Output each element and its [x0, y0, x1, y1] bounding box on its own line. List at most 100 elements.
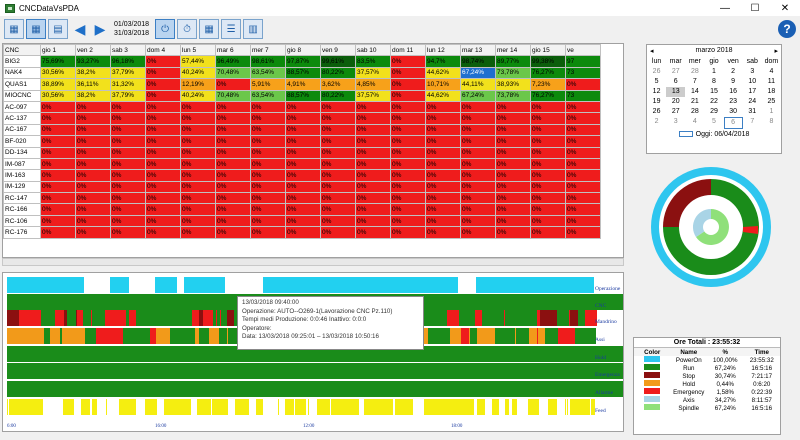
percent-cell[interactable]: 38,2%: [75, 89, 111, 102]
percent-cell[interactable]: 0%: [180, 123, 216, 137]
timeline-track[interactable]: [7, 381, 623, 397]
percent-cell[interactable]: 31,32%: [110, 78, 146, 91]
minimize-button[interactable]: —: [720, 2, 730, 14]
percent-cell[interactable]: 0%: [40, 112, 76, 125]
timeline-track[interactable]: [7, 363, 623, 379]
percent-cell[interactable]: 0%: [110, 123, 146, 137]
column-header[interactable]: dom 4: [145, 44, 181, 57]
percent-cell[interactable]: 0%: [565, 180, 601, 194]
percent-cell[interactable]: 0%: [250, 180, 286, 194]
percent-cell[interactable]: 0%: [495, 226, 531, 239]
percent-cell[interactable]: 0%: [215, 135, 251, 148]
percent-cell[interactable]: 0%: [75, 214, 111, 228]
table-row[interactable]: IM-087 0% 0% 0% 0% 0% 0% 0% 0% 0% 0% 0% 0% 0% 0% 0% 0%: [3, 157, 601, 171]
timeline-track[interactable]: [7, 346, 623, 362]
column-header[interactable]: mar 13: [460, 44, 496, 57]
percent-cell[interactable]: 0%: [320, 169, 356, 182]
percent-cell[interactable]: 0%: [110, 214, 146, 228]
percent-cell[interactable]: 0%: [250, 157, 286, 171]
column-header[interactable]: ven 9: [320, 44, 356, 57]
column-header[interactable]: CNC: [3, 44, 41, 57]
cal-day[interactable]: 4: [692, 118, 697, 125]
percent-cell[interactable]: 0%: [565, 100, 601, 114]
cal-day[interactable]: 5: [712, 118, 716, 125]
percent-cell[interactable]: 0%: [460, 112, 496, 125]
percent-cell[interactable]: 0%: [565, 169, 601, 182]
percent-cell[interactable]: 63,54%: [250, 89, 286, 102]
list-icon[interactable]: ☰: [221, 19, 242, 39]
percent-cell[interactable]: 0%: [320, 100, 356, 114]
table-row[interactable]: RC-106 0% 0% 0% 0% 0% 0% 0% 0% 0% 0% 0% 0% 0% 0% 0% 0%: [3, 214, 601, 228]
power-icon[interactable]: ⏻: [155, 19, 176, 39]
percent-cell[interactable]: 70,48%: [215, 66, 251, 80]
percent-cell[interactable]: 0%: [110, 226, 146, 239]
percent-cell[interactable]: 0%: [390, 135, 426, 148]
percent-cell[interactable]: 0%: [495, 203, 531, 216]
percent-cell[interactable]: 99,61%: [320, 55, 356, 68]
percent-cell[interactable]: 0%: [250, 192, 286, 205]
percent-cell[interactable]: 0%: [425, 203, 461, 216]
table-row[interactable]: AC-097 0% 0% 0% 0% 0% 0% 0% 0% 0% 0% 0% 0% 0% 0% 0% 0%: [3, 100, 601, 114]
percent-cell[interactable]: 0%: [355, 180, 391, 194]
percent-cell[interactable]: 0%: [425, 214, 461, 228]
next-arrow-icon[interactable]: ▶: [94, 20, 106, 37]
percent-cell[interactable]: 0%: [390, 100, 426, 114]
stopwatch-icon[interactable]: ⏱: [177, 19, 198, 39]
percent-cell[interactable]: 0%: [390, 214, 426, 228]
percent-cell[interactable]: 0%: [460, 203, 496, 216]
cal-day[interactable]: 20: [671, 98, 680, 105]
cal-day[interactable]: 21: [690, 98, 699, 105]
cal-day[interactable]: 9: [731, 78, 736, 85]
calendar-icon[interactable]: ▦: [199, 19, 220, 39]
cal-day[interactable]: 17: [748, 88, 757, 95]
percent-cell[interactable]: 0%: [215, 112, 251, 125]
percent-cell[interactable]: 0%: [40, 135, 76, 148]
percent-cell[interactable]: 0%: [145, 157, 181, 171]
percent-cell[interactable]: 37,57%: [355, 66, 391, 80]
cal-day[interactable]: 22: [710, 98, 718, 105]
percent-cell[interactable]: 0%: [495, 146, 531, 159]
column-header[interactable]: lun 5: [180, 44, 216, 57]
percent-cell[interactable]: 0%: [285, 146, 321, 159]
percent-cell[interactable]: 0%: [40, 203, 76, 216]
percent-cell[interactable]: 0%: [40, 192, 76, 205]
percent-cell[interactable]: 0%: [180, 214, 216, 228]
cal-day[interactable]: 26: [652, 108, 661, 115]
percent-cell[interactable]: 0%: [390, 180, 426, 194]
percent-cell[interactable]: 0%: [355, 123, 391, 137]
percent-cell[interactable]: 0%: [460, 135, 496, 148]
table-view-icon[interactable]: ▤: [48, 19, 68, 39]
table-row[interactable]: AC-137 0% 0% 0% 0% 0% 0% 0% 0% 0% 0% 0% 0% 0% 0% 0% 0%: [3, 112, 601, 125]
percent-cell[interactable]: 0%: [565, 78, 601, 91]
percent-cell[interactable]: 0%: [320, 226, 356, 239]
percent-cell[interactable]: 0%: [285, 203, 321, 216]
percent-cell[interactable]: 70,48%: [215, 89, 251, 102]
percent-cell[interactable]: 0%: [145, 112, 181, 125]
column-header[interactable]: gio 15: [530, 44, 566, 57]
table-row[interactable]: AC-167 0% 0% 0% 0% 0% 0% 0% 0% 0% 0% 0% 0% 0% 0% 0% 0%: [3, 123, 601, 137]
percent-cell[interactable]: 0%: [495, 112, 531, 125]
column-header[interactable]: gio 8: [285, 44, 321, 57]
percent-cell[interactable]: 0%: [250, 226, 286, 239]
percent-cell[interactable]: 0%: [250, 135, 286, 148]
percent-cell[interactable]: 0%: [320, 180, 356, 194]
column-header[interactable]: dom 11: [390, 44, 426, 57]
percent-cell[interactable]: 0%: [110, 112, 146, 125]
cal-day[interactable]: 18: [767, 88, 776, 95]
percent-cell[interactable]: 0%: [110, 146, 146, 159]
percent-cell[interactable]: 0%: [320, 203, 356, 216]
percent-cell[interactable]: 0%: [75, 169, 111, 182]
percent-cell[interactable]: 94,7%: [425, 55, 461, 68]
cal-day[interactable]: 6: [723, 117, 743, 129]
cal-day[interactable]: 13: [666, 87, 686, 97]
percent-cell[interactable]: 40,24%: [180, 89, 216, 102]
column-header[interactable]: mer 14: [495, 44, 531, 57]
percent-cell[interactable]: 98,61%: [250, 55, 286, 68]
percent-cell[interactable]: 0%: [215, 146, 251, 159]
column-header[interactable]: mar 6: [215, 44, 251, 57]
table-row[interactable]: QUAS1 38,89% 36,11% 31,32% 0% 12,19% 0% 5,91% 4,…: [3, 78, 601, 91]
percent-cell[interactable]: 0%: [110, 192, 146, 205]
percent-cell[interactable]: 67,24%: [460, 66, 496, 80]
percent-cell[interactable]: 0%: [495, 169, 531, 182]
cal-day[interactable]: 8: [712, 78, 716, 85]
